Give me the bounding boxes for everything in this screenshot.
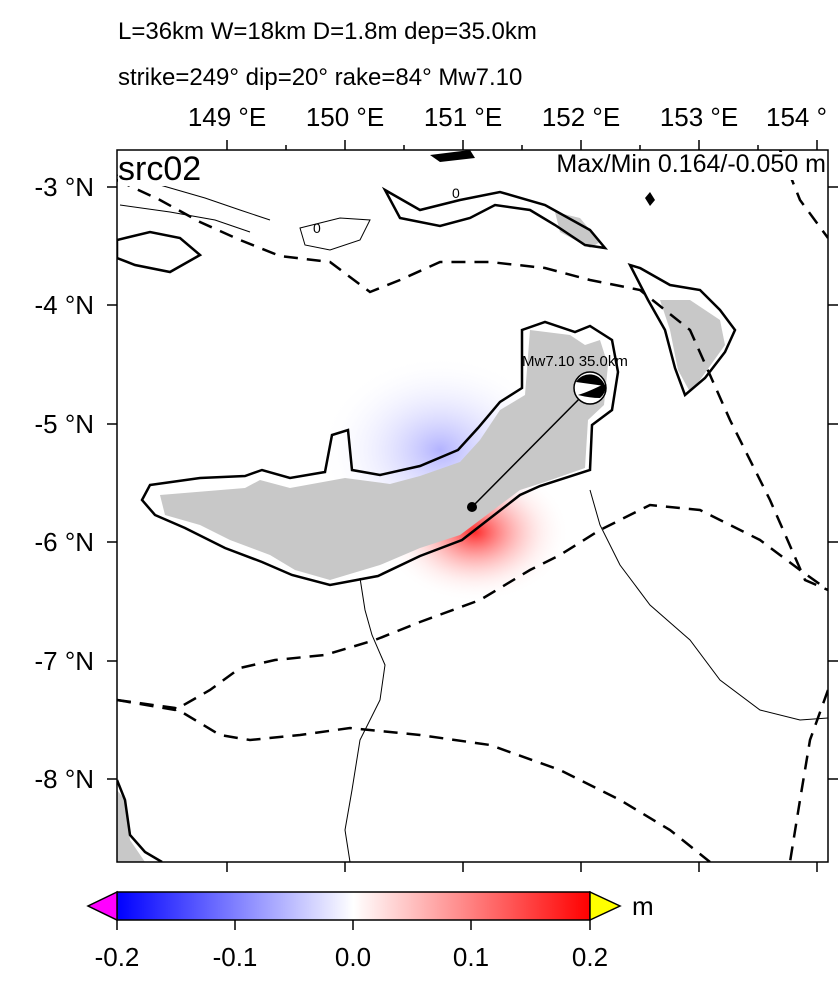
lat-label: -6 °N — [34, 527, 94, 557]
coastlines — [117, 186, 737, 862]
lon-labels: 149 °E 150 °E 151 °E 152 °E 153 °E 154 ° — [188, 102, 827, 132]
contour-label: 0 — [313, 220, 321, 236]
lat-label: -3 °N — [34, 172, 94, 202]
map-frame — [116, 149, 829, 863]
lat-label: -4 °N — [34, 290, 94, 320]
lat-label: -8 °N — [34, 764, 94, 794]
colorbar-high-overflow — [589, 890, 622, 922]
colorbar-tick: 0.1 — [453, 942, 489, 972]
lon-label: 150 °E — [306, 102, 384, 132]
focal-mechanism-beachball — [573, 371, 607, 405]
maxmin-box — [488, 152, 826, 180]
lon-label: 151 °E — [424, 102, 502, 132]
lat-labels: -3 °N -4 °N -5 °N -6 °N -7 °N -8 °N — [34, 172, 94, 794]
land-new-ireland — [555, 212, 725, 392]
colorbar-tick: 0.0 — [335, 942, 371, 972]
islet — [430, 150, 475, 162]
plate-boundaries — [117, 150, 828, 862]
source-label: src02 — [118, 150, 201, 188]
title-parameters-line: L=36km W=18km D=1.8m dep=35.0km — [118, 18, 537, 45]
lon-label: 152 °E — [542, 102, 620, 132]
lat-ticks — [107, 186, 838, 780]
colorbar-tick: 0.2 — [572, 942, 608, 972]
land-new-britain — [160, 330, 608, 580]
fault-trace — [471, 387, 591, 508]
rivers — [117, 174, 828, 862]
source-label-box — [118, 152, 222, 186]
land-new-guinea — [117, 790, 145, 862]
maxmin-label: Max/Min 0.164/-0.050 m — [556, 150, 826, 178]
lat-label: -7 °N — [34, 646, 94, 676]
lon-label: 149 °E — [188, 102, 266, 132]
lat-label: -5 °N — [34, 409, 94, 439]
islet — [645, 192, 655, 206]
lon-label: 154 ° — [766, 102, 827, 132]
epicenter-marker — [467, 502, 477, 512]
colorbar-tick: -0.1 — [213, 942, 258, 972]
title-mechanism-line: strike=249° dip=20° rake=84° Mw7.10 — [118, 64, 523, 91]
contour-label: 0 — [452, 185, 460, 201]
mechanism-label: Mw7.10 35.0km — [522, 353, 628, 370]
lon-label: 153 °E — [660, 102, 738, 132]
colorbar-tick: -0.2 — [95, 942, 140, 972]
colorbar: -0.2 -0.1 0.0 0.1 0.2 m — [86, 890, 654, 972]
colorbar-unit: m — [632, 891, 654, 921]
colorbar-gradient — [116, 891, 591, 921]
lon-ticks — [226, 140, 818, 872]
colorbar-low-overflow — [86, 890, 118, 922]
